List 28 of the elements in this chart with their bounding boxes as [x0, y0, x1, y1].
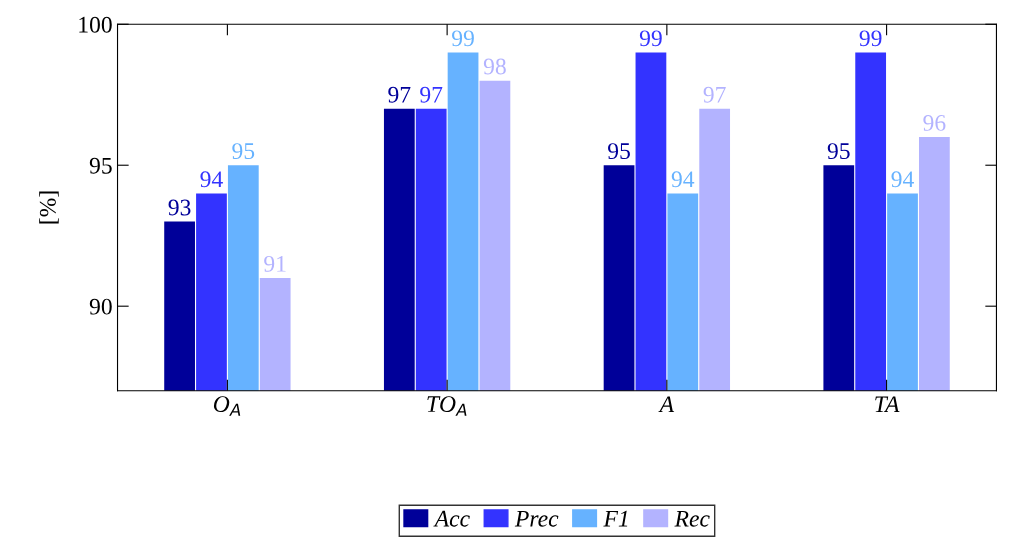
data-label: 94: [671, 171, 695, 188]
y-tick-label: 90: [89, 298, 112, 315]
data-label: 93: [168, 199, 191, 216]
legend-label: Rec: [674, 510, 710, 527]
legend-label: F1: [603, 510, 628, 527]
data-label: 94: [200, 171, 223, 188]
data-label: 95: [608, 143, 630, 160]
data-label: 95: [232, 143, 255, 160]
x-tick-label: O$_{A}$: [213, 396, 241, 416]
data-label: 94: [891, 171, 914, 188]
legend-label: Acc: [433, 510, 470, 527]
data-label: 99: [452, 30, 474, 47]
x-tick-label: TA: [875, 396, 900, 413]
data-label: 91: [264, 255, 286, 272]
data-label: 95: [827, 143, 850, 160]
y-axis-title: [%]: [39, 191, 59, 224]
legend-label: Prec: [514, 510, 559, 527]
data-label: 97: [388, 86, 411, 103]
data-label: 99: [639, 30, 662, 47]
y-tick-label: 100: [79, 16, 112, 33]
data-label: 98: [483, 58, 506, 75]
data-label: 97: [420, 86, 443, 103]
y-tick-label: 95: [89, 157, 112, 174]
x-tick-label: TO$_{A}$: [427, 396, 467, 416]
data-label: 97: [703, 86, 726, 103]
data-label: 96: [923, 114, 946, 131]
data-label: 99: [859, 30, 882, 47]
x-tick-label: A: [658, 396, 675, 413]
